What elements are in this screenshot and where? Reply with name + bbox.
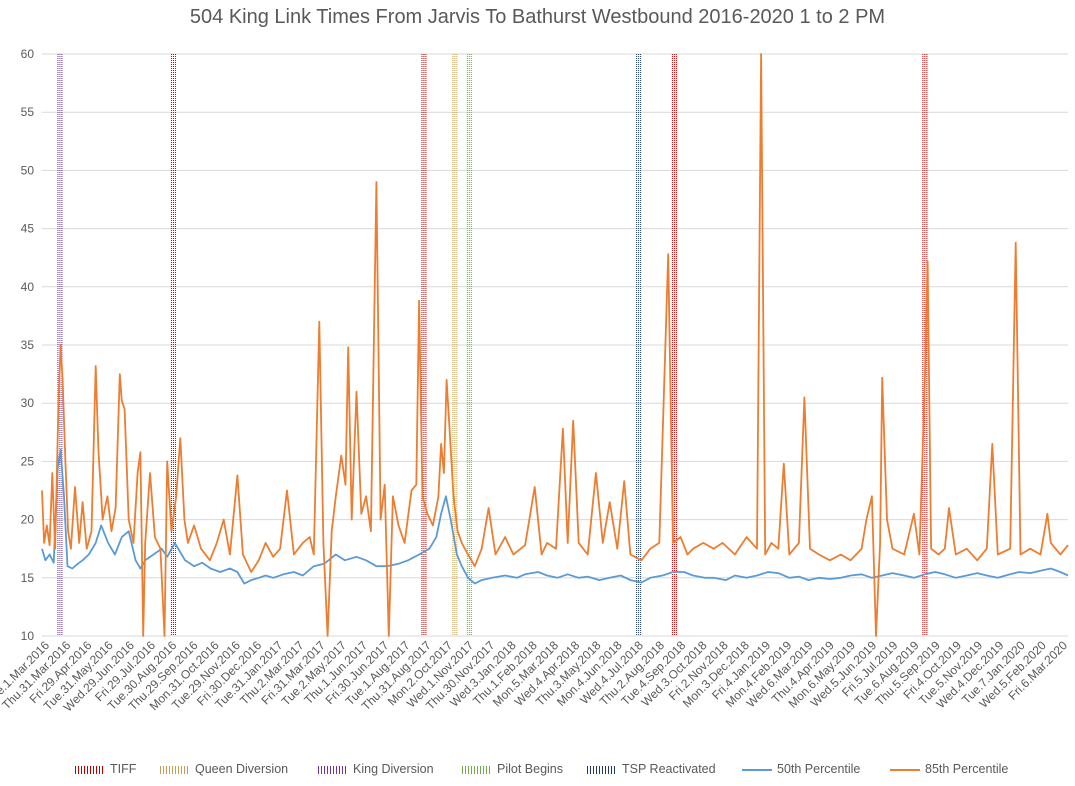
legend-item: Pilot Begins: [462, 762, 563, 776]
legend-label: Queen Diversion: [195, 762, 289, 776]
y-tick-label: 25: [21, 454, 35, 468]
chart-title: 504 King Link Times From Jarvis To Bathu…: [189, 6, 886, 28]
event-marker: [170, 54, 176, 636]
legend-swatch: [587, 765, 617, 774]
legend-label: 85th Percentile: [925, 762, 1009, 776]
legend-item: Queen Diversion: [160, 762, 288, 776]
legend-swatch: [318, 765, 348, 774]
y-tick-label: 20: [21, 513, 35, 527]
legend-label: 50th Percentile: [777, 762, 861, 776]
legend-item: King Diversion: [318, 762, 434, 776]
event-marker: [466, 54, 472, 636]
legend-item: 85th Percentile: [890, 762, 1008, 776]
legend-label: TSP Reactivated: [622, 762, 716, 776]
y-tick-label: 10: [21, 629, 35, 643]
event-markers: [57, 54, 928, 636]
legend-item: TIFF: [75, 762, 136, 776]
legend-label: King Diversion: [353, 762, 434, 776]
y-tick-label: 30: [21, 396, 35, 410]
y-tick-label: 55: [21, 105, 35, 119]
y-tick-label: 35: [21, 338, 35, 352]
legend-swatch: [160, 765, 190, 774]
y-tick-label: 60: [21, 47, 35, 61]
x-axis-ticks: Tue.1.Mar.2016Thu.31.Mar.2016Fri.29.Apr.…: [0, 638, 1070, 714]
legend-swatch: [742, 768, 772, 771]
y-tick-label: 15: [21, 571, 35, 585]
y-axis-ticks: 10 15 20 25 30 35 40 45 50 55 60: [21, 47, 35, 643]
legend: TIFF Queen Diversion King Diversion Pilot B…: [0, 762, 1075, 780]
data-series: [41, 53, 1069, 637]
legend-label: TIFF: [110, 762, 137, 776]
gridlines: [42, 53, 1068, 637]
legend-swatch: [75, 765, 105, 774]
legend-swatch: [890, 768, 920, 771]
y-tick-label: 40: [21, 280, 35, 294]
legend-label: Pilot Begins: [497, 762, 564, 776]
legend-item: 50th Percentile: [742, 762, 860, 776]
event-marker: [421, 54, 427, 636]
legend-item: TSP Reactivated: [587, 762, 716, 776]
y-tick-label: 50: [21, 163, 35, 177]
legend-swatch: [462, 765, 492, 774]
event-marker: [636, 54, 642, 636]
series-line-85th-percentile: [41, 53, 1069, 637]
y-tick-label: 45: [21, 222, 35, 236]
